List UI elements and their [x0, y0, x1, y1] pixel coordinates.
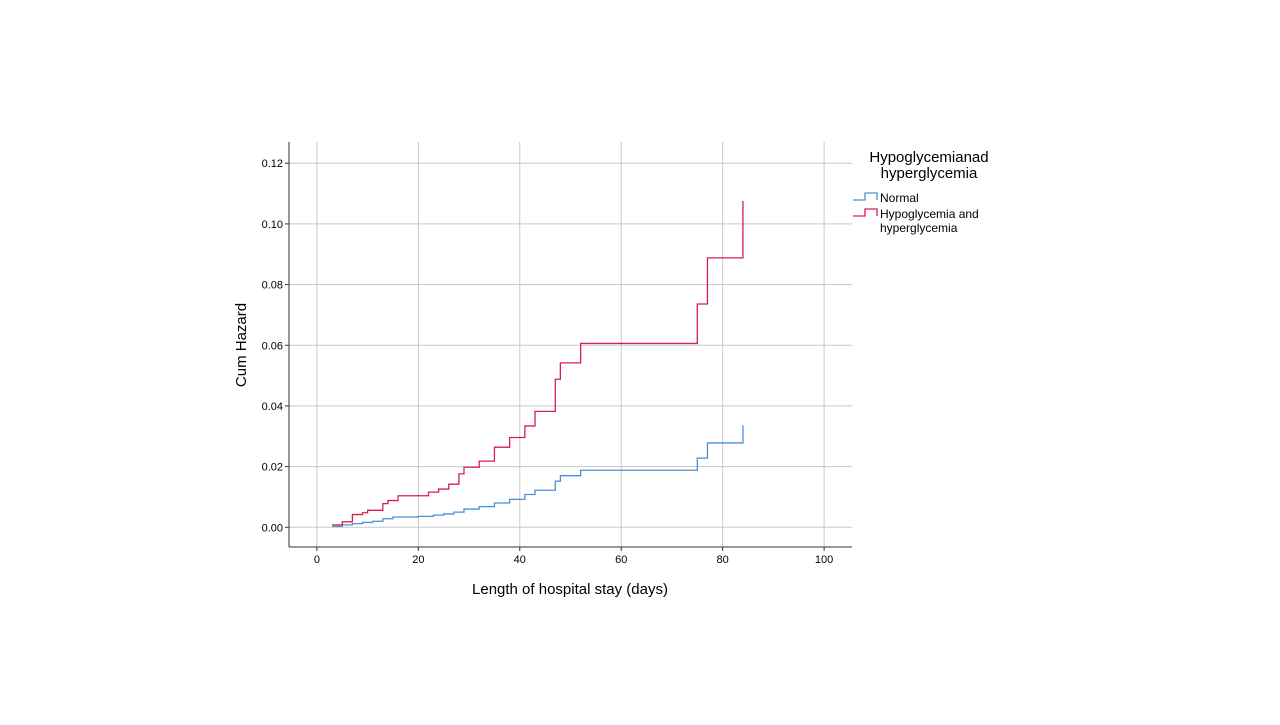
y-axis-title: Cum Hazard: [233, 303, 250, 387]
legend-label: Normal: [880, 191, 919, 205]
x-axis-title: Length of hospital stay (days): [472, 581, 668, 598]
x-tick-label: 40: [514, 554, 526, 566]
grid-lines: [289, 142, 852, 547]
y-tick-label: 0.02: [262, 462, 283, 474]
x-tick-label: 100: [815, 554, 833, 566]
x-tick-label: 60: [615, 554, 627, 566]
axes: [285, 142, 852, 551]
series-line-hypo-hyper: [332, 200, 744, 526]
series-line-normal: [332, 425, 744, 528]
legend-swatch: [853, 208, 878, 217]
legend-title: hyperglycemia: [881, 165, 978, 182]
legend-label: hyperglycemia: [880, 221, 958, 235]
legend-title: Hypoglycemianad: [869, 149, 988, 166]
x-tick-label: 20: [412, 554, 424, 566]
y-tick-label: 0.10: [262, 219, 283, 231]
series-lines: [332, 200, 744, 528]
y-tick-label: 0.04: [262, 401, 283, 413]
legend-swatch: [853, 192, 878, 201]
legend-label: Hypoglycemia and: [880, 207, 979, 221]
y-tick-label: 0.00: [262, 522, 283, 534]
y-tick-label: 0.08: [262, 280, 283, 292]
x-tick-label: 80: [717, 554, 729, 566]
tick-labels: 0 20 40 60 80 100 0.00 0.02 0.04 0.06 0.08 0.10 0.12: [262, 158, 834, 566]
y-tick-label: 0.06: [262, 340, 283, 352]
y-tick-label: 0.12: [262, 158, 283, 170]
x-tick-label: 0: [314, 554, 320, 566]
legend: HypoglycemianadhyperglycemiaNormalHypogl…: [853, 149, 989, 235]
